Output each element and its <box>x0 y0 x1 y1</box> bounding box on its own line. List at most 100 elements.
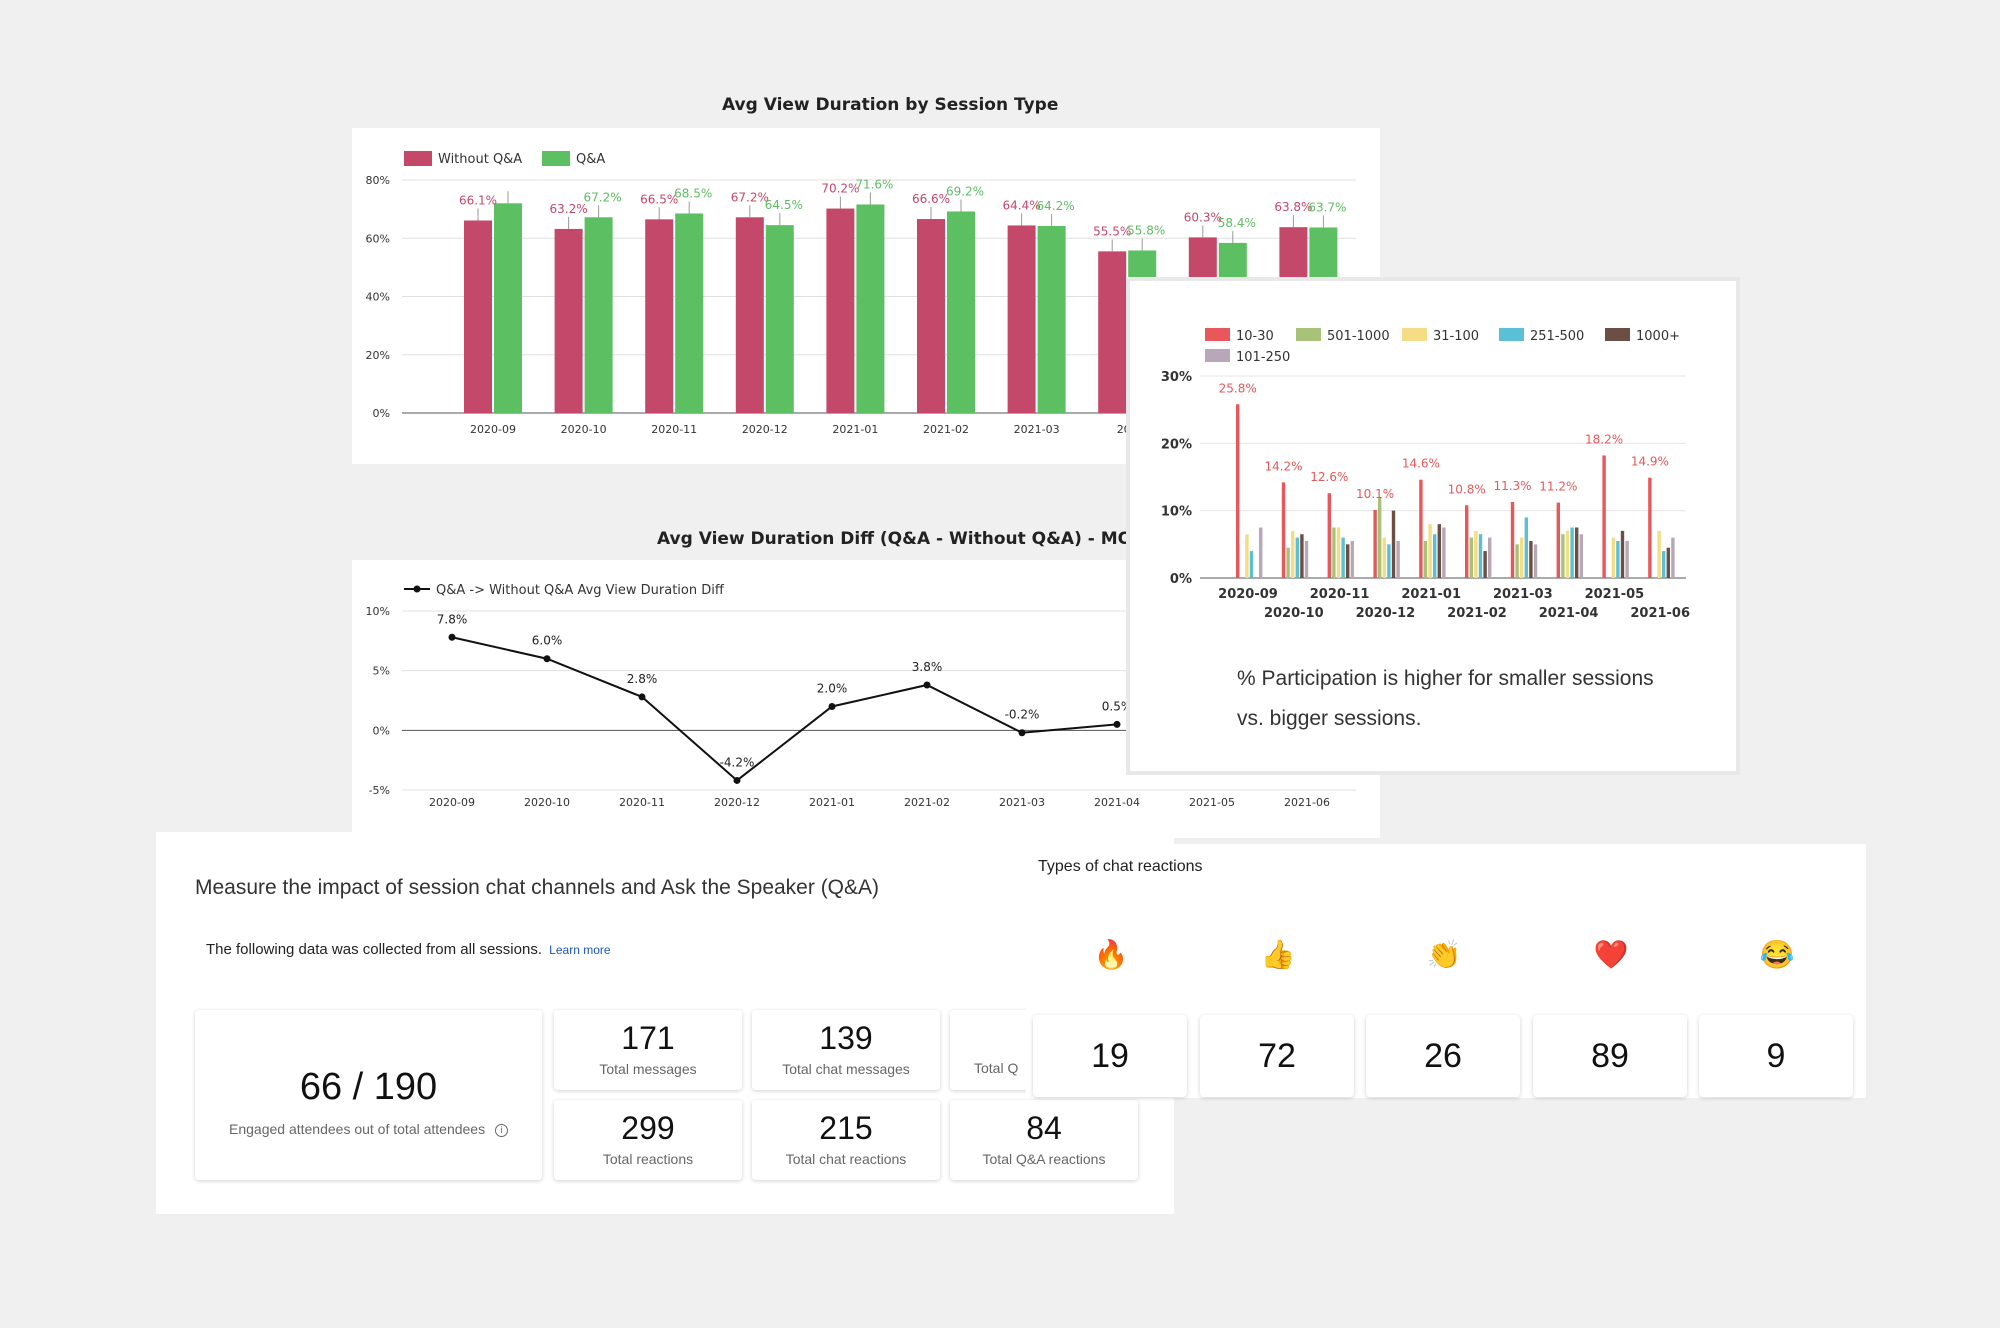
x-tick-label: 2021-06 <box>1284 796 1330 809</box>
data-label: 55.5% <box>1093 224 1131 238</box>
data-point <box>1018 729 1026 737</box>
x-tick-label: 2021-04 <box>1539 606 1599 621</box>
data-label: 69.2% <box>946 184 984 198</box>
bar-segment <box>1419 479 1423 578</box>
y-tick-label: -5% <box>369 784 390 797</box>
legend-label: 251-500 <box>1530 329 1584 344</box>
stat-label: Total Q&A reactions <box>982 1151 1106 1167</box>
legend-label: 501-1000 <box>1327 329 1390 344</box>
data-label: 64.5% <box>765 198 803 212</box>
bar-segment <box>1533 544 1538 578</box>
bar-segment <box>1474 530 1478 578</box>
stat-label: Total chat messages <box>782 1061 910 1077</box>
x-tick-label: 2021-02 <box>923 423 969 436</box>
x-tick-label: 2020-11 <box>619 796 665 809</box>
x-tick-label: 2021-05 <box>1189 796 1235 809</box>
data-point <box>448 633 456 641</box>
total-qa-reactions-card: 84 Total Q&A reactions <box>950 1100 1138 1180</box>
bar-segment <box>1524 517 1528 578</box>
bar-segment <box>1236 404 1240 578</box>
series-line <box>451 636 1118 782</box>
legend-swatch-without-qa <box>404 151 432 166</box>
data-point <box>733 776 741 784</box>
legend-marker <box>413 585 421 593</box>
legend-swatch <box>1205 328 1230 341</box>
bar-chart: 0%20%40%60%80%Without Q&A Q&A66.1%63.2%67… <box>366 151 1356 436</box>
bar-segment <box>1565 530 1570 578</box>
y-tick-label: 40% <box>366 291 390 304</box>
data-label: 66.1% <box>459 193 497 207</box>
total-reactions-card: 299 Total reactions <box>554 1100 742 1180</box>
bar-qa <box>856 204 885 413</box>
stat-value: 139 <box>819 1020 873 1056</box>
legend-swatch <box>1205 349 1230 362</box>
data-label: 25.8% <box>1219 381 1257 395</box>
legend-label: 1000+ <box>1636 329 1680 344</box>
data-label: -4.2% <box>720 755 755 769</box>
data-label: 67.2% <box>731 190 769 204</box>
data-label: 63.8% <box>1274 200 1312 214</box>
legend-swatch <box>1605 328 1630 341</box>
bar-segment <box>1556 502 1560 578</box>
data-label: 0.5% <box>1102 699 1133 713</box>
x-tick-label: 2021-02 <box>904 796 950 809</box>
bar-segment <box>1387 544 1391 578</box>
y-tick-label: 5% <box>373 665 390 678</box>
bar-segment <box>1281 482 1286 578</box>
y-tick-label: 0% <box>373 724 390 737</box>
stat-label: Total messages <box>599 1061 697 1077</box>
data-label: 14.9% <box>1631 455 1669 469</box>
data-label: 64.4% <box>1003 198 1041 212</box>
legend-label: 101-250 <box>1236 350 1290 365</box>
bar-segment <box>1561 534 1565 578</box>
data-label: 18.2% <box>1585 432 1623 446</box>
bar-segment <box>1510 501 1515 578</box>
participation-card: 30% 20% 10% 0% 10-30 501-1000 31-100 251-500 100… <box>1130 281 1736 771</box>
data-label: 66.6% <box>912 192 950 206</box>
bar-qa <box>675 213 704 413</box>
bar-segment <box>1570 527 1574 578</box>
legend-swatch <box>1296 328 1321 341</box>
y-tick-label: 80% <box>366 174 390 187</box>
x-tick-label: 2021-02 <box>1447 606 1507 621</box>
bar-segment <box>1304 540 1309 578</box>
participation-chart: 30% 20% 10% 0% 10-30 501-1000 31-100 251-500 100… <box>1161 328 1690 621</box>
y-tick-label: 0% <box>1170 572 1192 587</box>
x-tick-label: 2020-11 <box>651 423 697 436</box>
bar-segment <box>1437 524 1441 578</box>
total-chat-messages-card: 139 Total chat messages <box>752 1010 940 1090</box>
bar-segment <box>1336 527 1341 578</box>
x-tick-label: 2020-12 <box>714 796 760 809</box>
stat-label: Total reactions <box>602 1151 694 1167</box>
bar-segment <box>1391 510 1396 578</box>
bar-without-qa <box>735 217 764 413</box>
stat-value: 299 <box>621 1110 675 1146</box>
reaction-count: 72 <box>1258 1037 1296 1075</box>
bar-qa <box>1037 226 1066 413</box>
bar-segment <box>1483 551 1487 578</box>
x-tick-label: 2021-03 <box>1014 423 1060 436</box>
x-tick-label: 2021-01 <box>832 423 878 436</box>
data-label: 63.2% <box>550 202 588 216</box>
data-label: 70.2% <box>821 182 859 196</box>
line-chart-title: Avg View Duration Diff (Q&A - Without Q&… <box>657 529 1150 549</box>
x-tick-label: 2020-09 <box>1218 587 1278 602</box>
engaged-attendees-card: 66 / 190 Engaged attendees out of total … <box>195 1010 542 1180</box>
info-icon[interactable]: i <box>495 1123 508 1137</box>
reaction-count: 19 <box>1091 1037 1129 1075</box>
bar-without-qa <box>1007 225 1036 413</box>
stat-value: 171 <box>621 1020 675 1056</box>
impact-subtext-row: The following data was collected from al… <box>206 941 611 958</box>
learn-more-link[interactable]: Learn more <box>549 943 611 957</box>
thumbs-up-count-card: 72 <box>1200 1015 1354 1097</box>
y-tick-label: 0% <box>373 407 390 420</box>
reaction-count: 26 <box>1424 1037 1462 1075</box>
data-label: 10.1% <box>1356 487 1394 501</box>
legend-label: Q&A -> Without Q&A Avg View Duration Dif… <box>436 583 725 598</box>
impact-subtext: The following data was collected from al… <box>206 941 542 958</box>
bar-segment <box>1300 534 1304 578</box>
data-label: 64.2% <box>1037 199 1075 213</box>
bar-segment <box>1620 530 1625 578</box>
reactions-panel: Types of chat reactions 🔥 👍 👏 ❤️ 😂 19 72… <box>1026 844 1866 1098</box>
total-chat-reactions-card: 215 Total chat reactions <box>752 1100 940 1180</box>
